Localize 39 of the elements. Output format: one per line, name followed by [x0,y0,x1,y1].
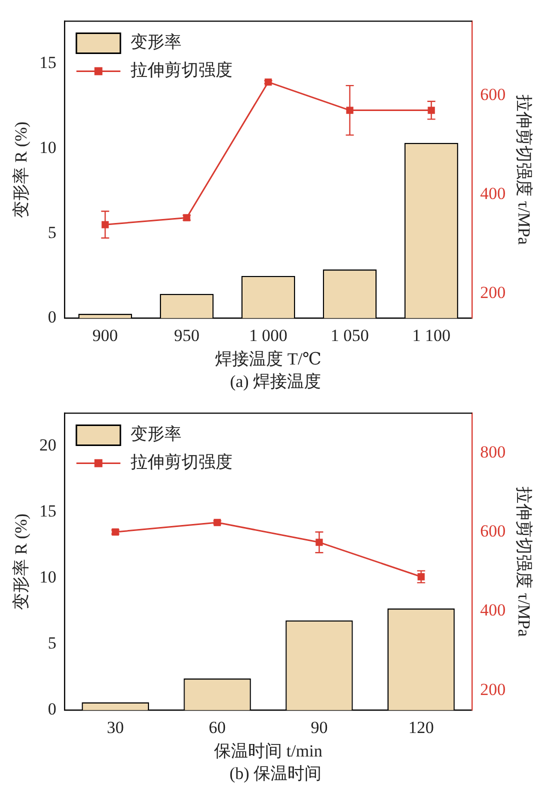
y-tick-label: 10 [39,568,56,587]
y2-axis-title: 拉伸剪切强度 τ/MPa [514,486,534,638]
y-tick-label: 0 [48,700,56,719]
legend-label: 变形率 [130,32,182,52]
x-tick-label: 30 [106,718,124,737]
x-tick-label: 1 050 [330,326,369,345]
y2-tick-label: 600 [480,84,506,104]
y-tick-label: 5 [48,634,56,653]
x-tick-label: 90 [310,718,328,737]
y-tick-label: 10 [39,138,56,157]
x-axis-title: 保温时间 t/min [214,741,323,760]
y2-tick-label: 200 [480,282,506,302]
x-tick-label: 900 [92,326,118,345]
y-tick-label: 5 [48,222,56,242]
y-tick-label: 15 [39,502,56,521]
y2-tick-label: 600 [480,521,506,540]
point [346,106,354,114]
legend-label: 拉伸剪切强度 [130,452,232,472]
x-tick-label: 950 [174,326,200,345]
y-axis-title: 变形率 R (%) [12,122,31,218]
y2-axis-title: 拉伸剪切强度 τ/MPa [514,94,534,246]
y-tick-label: 20 [39,436,56,455]
x-tick-label: 60 [208,718,226,737]
point [316,538,323,546]
text: (b) 保温时间 [228,763,323,785]
y2-tick-label: 400 [480,184,506,203]
x-tick-label: 120 [408,718,434,737]
x-tick-label: 1 100 [412,326,450,345]
x-tick-label: 1 000 [249,326,288,345]
legend-label: 变形率 [130,424,182,444]
text: (a) 焊接温度 [228,371,322,393]
y-axis-title: 变形率 R (%) [12,514,31,610]
y-tick-label: 15 [39,53,56,72]
y2-tick-label: 400 [480,600,506,620]
x-axis-title: 焊接温度 T/℃ [215,349,322,368]
y2-tick-label: 200 [480,680,506,699]
y2-tick-label: 800 [480,442,506,462]
y-tick-label: 0 [48,308,56,327]
legend-label: 拉伸剪切强度 [130,60,232,80]
